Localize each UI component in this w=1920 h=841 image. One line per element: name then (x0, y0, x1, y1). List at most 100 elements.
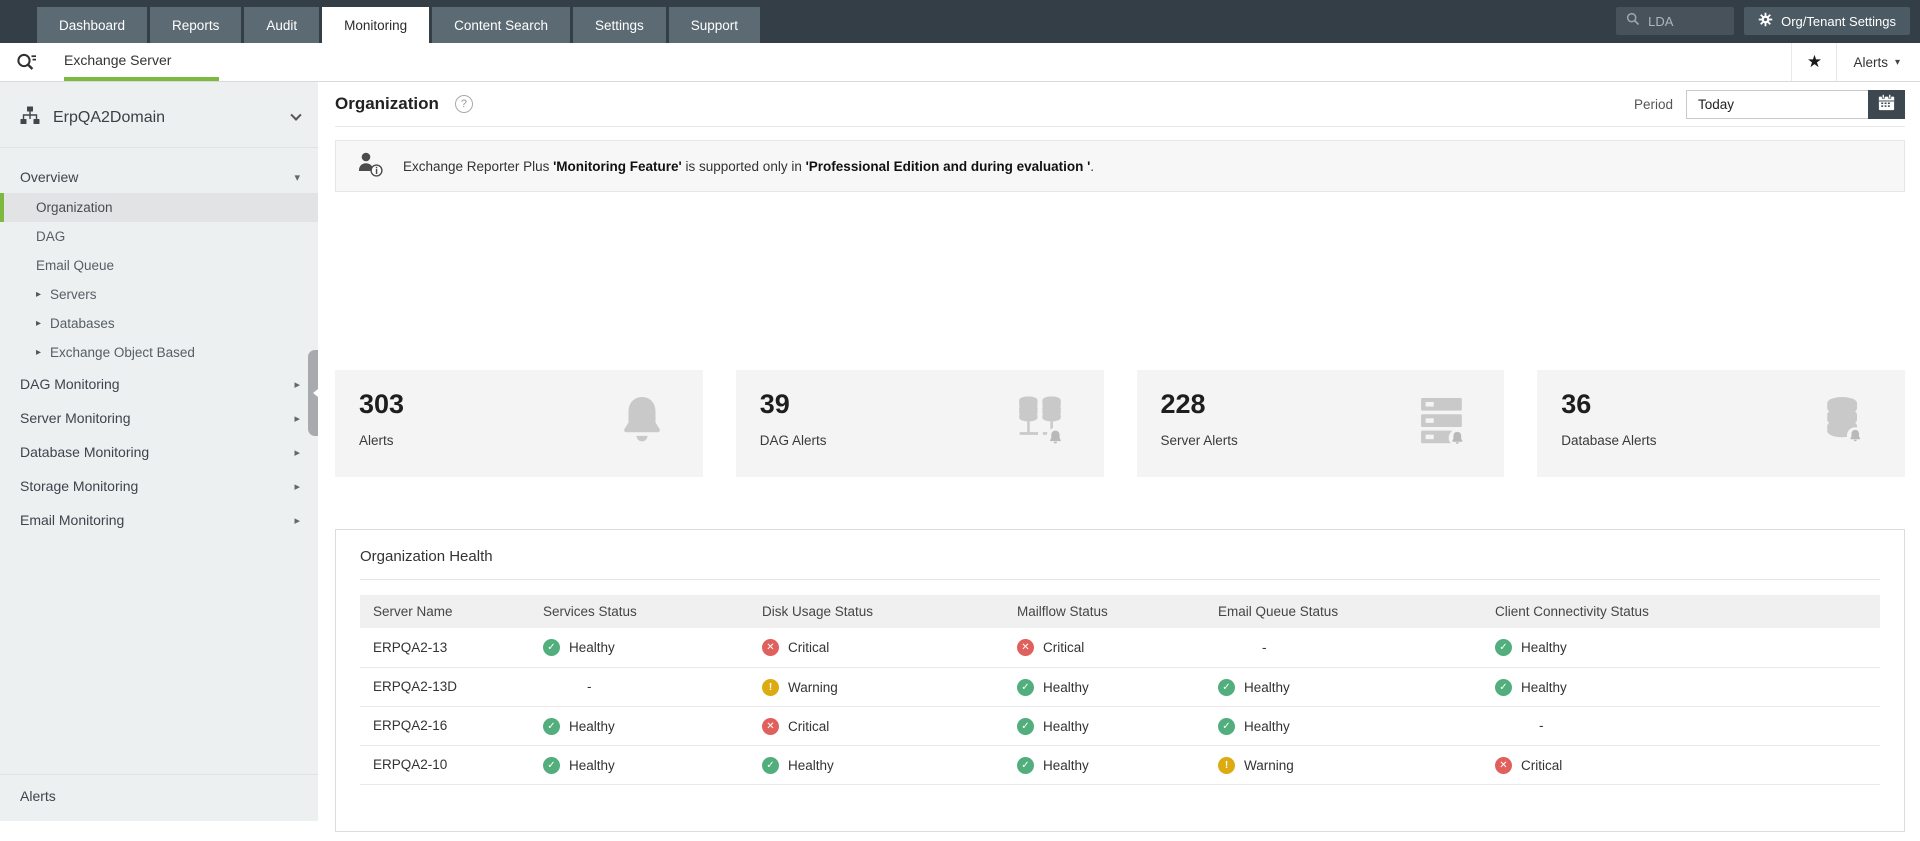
sidebar-section-label: Database Monitoring (20, 444, 150, 460)
sidebar-item-dag[interactable]: DAG (0, 222, 318, 251)
nav-tab-settings[interactable]: Settings (572, 7, 666, 43)
chevron-down-icon: ▾ (294, 171, 300, 184)
nav-tab-reports[interactable]: Reports (150, 7, 242, 43)
stat-value: 228 (1160, 389, 1206, 419)
quick-search-icon[interactable] (0, 43, 52, 81)
stat-card-alerts[interactable]: 303 Alerts (335, 370, 703, 477)
critical-status-icon: ✕ (1017, 639, 1034, 657)
expand-arrow-icon: ▸ (36, 347, 42, 358)
sidebar-item-servers[interactable]: ▸ Servers (0, 280, 318, 309)
healthy-status-icon: ✓ (1218, 678, 1235, 696)
status-badge: ✓ Healthy (1017, 756, 1089, 774)
global-search-box[interactable] (1616, 7, 1735, 35)
alert-stat-cards: 303 Alerts 39 DAG Alerts 228 Server Alerts … (335, 370, 1905, 477)
status-cell: ✓ Healthy (762, 745, 1017, 785)
sidebar-item-organization[interactable]: Organization (0, 193, 318, 222)
sidebar-section-dag-monitoring[interactable]: DAG Monitoring ▸ (0, 367, 318, 401)
domain-selector[interactable]: ErpQA2Domain (0, 82, 318, 148)
user-info-icon (356, 151, 386, 181)
stat-card-database-alerts[interactable]: 36 Database Alerts (1537, 370, 1905, 477)
status-dash: - (1262, 639, 1267, 655)
top-navigation-bar: Dashboard Reports Audit Monitoring Content S… (0, 0, 1920, 43)
nav-tab-monitoring[interactable]: Monitoring (322, 7, 430, 43)
table-row-erpqa2-13: ERPQA2-13 ✓ Healthy ✕ Critical ✕ Critical - ✓ Hea… (360, 628, 1880, 668)
server-alert-icon (1412, 392, 1470, 455)
sub-navigation-bar: Exchange Server ★ Alerts ▾ (0, 43, 1920, 82)
sidebar-section-storage-monitoring[interactable]: Storage Monitoring ▸ (0, 469, 318, 503)
healthy-status-icon: ✓ (1017, 756, 1034, 774)
status-label: Healthy (1521, 640, 1567, 656)
status-label: Healthy (788, 757, 834, 773)
nav-tab-audit[interactable]: Audit (244, 7, 320, 43)
status-label: Healthy (569, 718, 615, 734)
server-name: ERPQA2-10 (360, 745, 543, 785)
stat-card-dag-alerts[interactable]: 39 DAG Alerts (735, 370, 1104, 477)
column-header-email-queue-status: Email Queue Status (1218, 604, 1339, 619)
warning-status-icon: ! (1218, 756, 1235, 774)
sidebar-item-label: Servers (50, 287, 97, 302)
chevron-right-icon: ▸ (294, 480, 300, 493)
search-icon (1626, 12, 1640, 31)
sidebar-item-email-queue[interactable]: Email Queue (0, 251, 318, 280)
sidebar-item-databases[interactable]: ▸ Databases (0, 309, 318, 338)
table-row-erpqa2-10: ERPQA2-10 ✓ Healthy ✓ Healthy ✓ Healthy! Warnin… (360, 745, 1880, 785)
stat-card-server-alerts[interactable]: 228 Server Alerts (1136, 370, 1505, 477)
status-badge: ✓ Healthy (1017, 717, 1089, 735)
bell-icon (615, 391, 669, 456)
status-label: Critical (1521, 757, 1563, 773)
status-badge: ✓ Healthy (1495, 678, 1567, 696)
alerts-dropdown[interactable]: Alerts ▾ (1837, 43, 1920, 81)
sidebar-section-label: Storage Monitoring (20, 478, 139, 494)
chevron-right-icon: ▸ (294, 412, 300, 425)
table-row-erpqa2-13d: ERPQA2-13D -! Warning ✓ Healthy ✓ Healthy ✓ Heal… (360, 667, 1880, 707)
status-label: Healthy (1244, 718, 1290, 734)
status-badge: ✓ Healthy (1017, 678, 1089, 696)
status-cell: ✓ Healthy (543, 706, 762, 746)
sidebar-section-server-monitoring[interactable]: Server Monitoring ▸ (0, 401, 318, 435)
status-badge: ✓ Healthy (543, 756, 615, 774)
sidebar-item-alerts[interactable]: Alerts (0, 774, 318, 821)
column-header-mailflow-status: Mailflow Status (1017, 604, 1108, 619)
status-label: Healthy (569, 640, 615, 656)
tab-exchange-server[interactable]: Exchange Server (64, 43, 220, 81)
server-name: ERPQA2-13 (360, 628, 543, 668)
healthy-status-icon: ✓ (543, 756, 560, 774)
favorite-star-icon[interactable]: ★ (1791, 43, 1838, 81)
column-header-disk-usage-status: Disk Usage Status (762, 604, 874, 619)
status-cell: ✕ Critical (762, 706, 1017, 746)
status-cell: ✓ Healthy (1017, 667, 1218, 707)
help-icon[interactable]: ? (454, 95, 473, 113)
sidebar-section-email-monitoring[interactable]: Email Monitoring ▸ (0, 503, 318, 537)
expand-arrow-icon: ▸ (36, 289, 42, 300)
organization-health-panel: Organization Health Server Name Services … (335, 529, 1905, 832)
server-name: ERPQA2-16 (360, 706, 543, 746)
column-header-client-connectivity-status: Client Connectivity Status (1495, 604, 1649, 619)
status-badge: ! Warning (1218, 756, 1294, 774)
calendar-button[interactable] (1868, 89, 1905, 119)
period-select[interactable]: Today (1686, 89, 1868, 119)
healthy-status-icon: ✓ (762, 756, 779, 774)
nav-tab-dashboard[interactable]: Dashboard (37, 7, 148, 43)
status-label: Healthy (1521, 679, 1567, 695)
stat-value: 36 (1561, 389, 1592, 419)
gear-icon (1758, 12, 1773, 30)
sidebar-item-exchange-object-based[interactable]: ▸ Exchange Object Based (0, 338, 318, 367)
healthy-status-icon: ✓ (1495, 639, 1512, 657)
sidebar-menu: Overview ▾ Organization DAG Email Queue ▸ Serv… (0, 148, 318, 537)
sidebar-section-database-monitoring[interactable]: Database Monitoring ▸ (0, 435, 318, 469)
status-badge: ✕ Critical (1495, 756, 1563, 774)
sidebar-group-overview[interactable]: Overview ▾ (0, 161, 318, 193)
status-dash: - (1539, 718, 1544, 733)
database-alert-icon (1815, 393, 1871, 454)
search-input[interactable] (1648, 13, 1719, 29)
period-label: Period (1633, 96, 1673, 112)
chevron-down-icon (290, 109, 302, 121)
status-label: Critical (788, 718, 830, 734)
sidebar-group-label: Overview (20, 169, 79, 185)
nav-tab-support[interactable]: Support (668, 7, 761, 43)
status-cell: ! Warning (1218, 745, 1495, 785)
nav-tab-content-search[interactable]: Content Search (432, 7, 570, 43)
status-badge: ! Warning (762, 678, 838, 696)
status-badge: ✓ Healthy (543, 639, 615, 657)
org-tenant-settings-button[interactable]: Org/Tenant Settings (1744, 7, 1910, 35)
